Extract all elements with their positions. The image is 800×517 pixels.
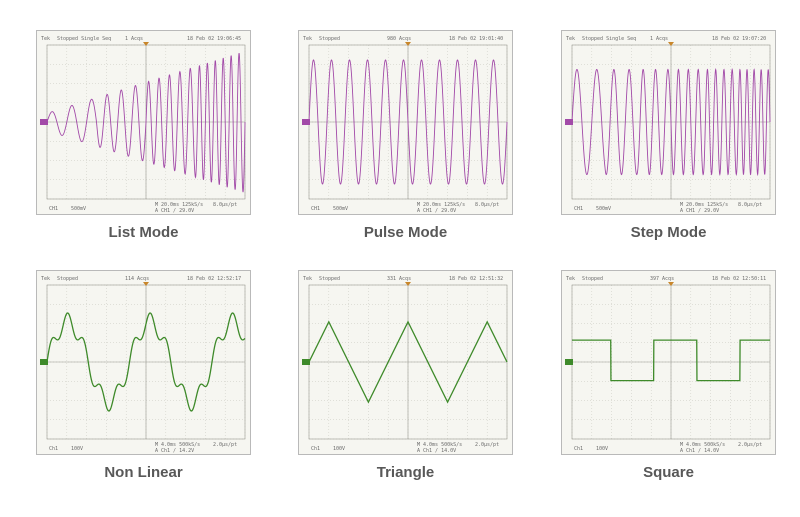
footer-resolution: 8.0µs/pt (475, 202, 499, 208)
footer-scale: 100V (333, 446, 345, 452)
header-acqs: 114 Acqs (125, 276, 149, 282)
channel-marker (565, 359, 573, 365)
waveform-trace (46, 52, 246, 193)
header-status: Stopped (319, 36, 340, 42)
scope-screen: Tek Stopped 114 Acqs 18 Feb 02 12:52:17 Ch1 1… (40, 276, 246, 454)
header-timestamp: 18 Feb 02 12:51:32 (449, 276, 503, 282)
header-acqs: 1 Acqs (125, 36, 143, 42)
channel-marker (302, 359, 310, 365)
channel-marker (40, 359, 48, 365)
footer-timebase: M 4.0ms 500kS/s (417, 442, 462, 448)
graticule (46, 284, 246, 440)
footer-timebase: M 4.0ms 500kS/s (155, 442, 200, 448)
footer-resolution: 2.0µs/pt (738, 442, 762, 448)
waveform-trace (308, 320, 508, 404)
scope-panel-list-mode: Tek Stopped Single Seq 1 Acqs 18 Feb 02 19:… (36, 30, 251, 215)
footer-scale: 500mV (596, 206, 611, 212)
caption-step-mode: Step Mode (630, 224, 707, 241)
footer-trigger: A Ch1 / 14.2V (155, 448, 194, 454)
trigger-marker (143, 42, 149, 46)
header-timestamp: 18 Feb 02 12:52:17 (187, 276, 241, 282)
header-status: Stopped (582, 276, 603, 282)
footer-channel: CH1 (49, 206, 58, 212)
header-brand: Tek (566, 276, 575, 282)
header-timestamp: 18 Feb 02 19:06:45 (187, 36, 241, 42)
caption-list-mode: List Mode (108, 224, 179, 241)
footer-channel: Ch1 (311, 446, 320, 452)
scope-screen: Tek Stopped 331 Acqs 18 Feb 02 12:51:32 Ch1 1… (302, 276, 508, 454)
caption-non-linear: Non Linear (104, 464, 183, 481)
footer-trigger: A Ch1 / 14.0V (417, 448, 456, 454)
header-acqs: 980 Acqs (387, 36, 411, 42)
channel-marker (302, 119, 310, 125)
footer-resolution: 2.0µs/pt (475, 442, 499, 448)
scope-panel-step-mode: Tek Stopped Single Seq 1 Acqs 18 Feb 02 19:… (561, 30, 776, 215)
header-status: Stopped (57, 276, 78, 282)
footer-scale: 100V (596, 446, 608, 452)
header-timestamp: 18 Feb 02 19:07:20 (712, 36, 766, 42)
header-brand: Tek (41, 276, 50, 282)
trigger-marker (143, 282, 149, 286)
footer-timebase: M 20.0ms 125kS/s (417, 202, 465, 208)
footer-resolution: 2.0µs/pt (213, 442, 237, 448)
waveform-trace (46, 312, 246, 412)
footer-timebase: M 4.0ms 500kS/s (680, 442, 725, 448)
footer-timebase: M 20.0ms 125kS/s (680, 202, 728, 208)
header-acqs: 1 Acqs (650, 36, 668, 42)
trigger-marker (405, 282, 411, 286)
scope-panel-triangle: Tek Stopped 331 Acqs 18 Feb 02 12:51:32 Ch1 1… (298, 270, 513, 455)
header-brand: Tek (41, 36, 50, 42)
footer-trigger: A CH1 / 29.0V (155, 208, 194, 214)
scope-panel-non-linear: Tek Stopped 114 Acqs 18 Feb 02 12:52:17 Ch1 1… (36, 270, 251, 455)
footer-trigger: A CH1 / 29.0V (417, 208, 456, 214)
scope-screen: Tek Stopped Single Seq 1 Acqs 18 Feb 02 19:… (565, 36, 771, 214)
footer-channel: CH1 (311, 206, 320, 212)
trigger-marker (668, 282, 674, 286)
scope-panel-pulse-mode: Tek Stopped 980 Acqs 18 Feb 02 19:01:40 CH1 5… (298, 30, 513, 215)
footer-scale: 500mV (333, 206, 348, 212)
header-status: Stopped Single Seq (57, 36, 111, 42)
header-brand: Tek (303, 36, 312, 42)
footer-channel: CH1 (574, 206, 583, 212)
channel-marker (40, 119, 48, 125)
caption-pulse-mode: Pulse Mode (363, 224, 448, 241)
caption-square: Square (643, 464, 694, 481)
waveform-trace (572, 339, 770, 382)
footer-trigger: A Ch1 / 14.0V (680, 448, 719, 454)
scope-screen: Tek Stopped 397 Acqs 18 Feb 02 12:50:11 Ch1 1… (565, 276, 771, 454)
footer-scale: 500mV (71, 206, 86, 212)
footer-trigger: A CH1 / 29.0V (680, 208, 719, 214)
header-status: Stopped Single Seq (582, 36, 636, 42)
header-brand: Tek (566, 36, 575, 42)
channel-marker (565, 119, 573, 125)
graticule (308, 284, 508, 440)
footer-resolution: 8.0µs/pt (213, 202, 237, 208)
scope-screen: Tek Stopped 980 Acqs 18 Feb 02 19:01:40 CH1 5… (302, 36, 508, 214)
header-acqs: 331 Acqs (387, 276, 411, 282)
scope-screen: Tek Stopped Single Seq 1 Acqs 18 Feb 02 19:… (40, 36, 246, 214)
waveform-trace (308, 59, 508, 185)
trigger-marker (668, 42, 674, 46)
scope-panel-square: Tek Stopped 397 Acqs 18 Feb 02 12:50:11 Ch1 1… (561, 270, 776, 455)
header-timestamp: 18 Feb 02 19:01:40 (449, 36, 503, 42)
header-status: Stopped (319, 276, 340, 282)
footer-resolution: 8.0µs/pt (738, 202, 762, 208)
header-acqs: 397 Acqs (650, 276, 674, 282)
waveform-trace (571, 67, 771, 177)
caption-triangle: Triangle (376, 464, 435, 481)
footer-timebase: M 20.0ms 125kS/s (155, 202, 203, 208)
footer-channel: Ch1 (574, 446, 583, 452)
trigger-marker (405, 42, 411, 46)
footer-scale: 100V (71, 446, 83, 452)
footer-channel: Ch1 (49, 446, 58, 452)
header-brand: Tek (303, 276, 312, 282)
header-timestamp: 18 Feb 02 12:50:11 (712, 276, 766, 282)
